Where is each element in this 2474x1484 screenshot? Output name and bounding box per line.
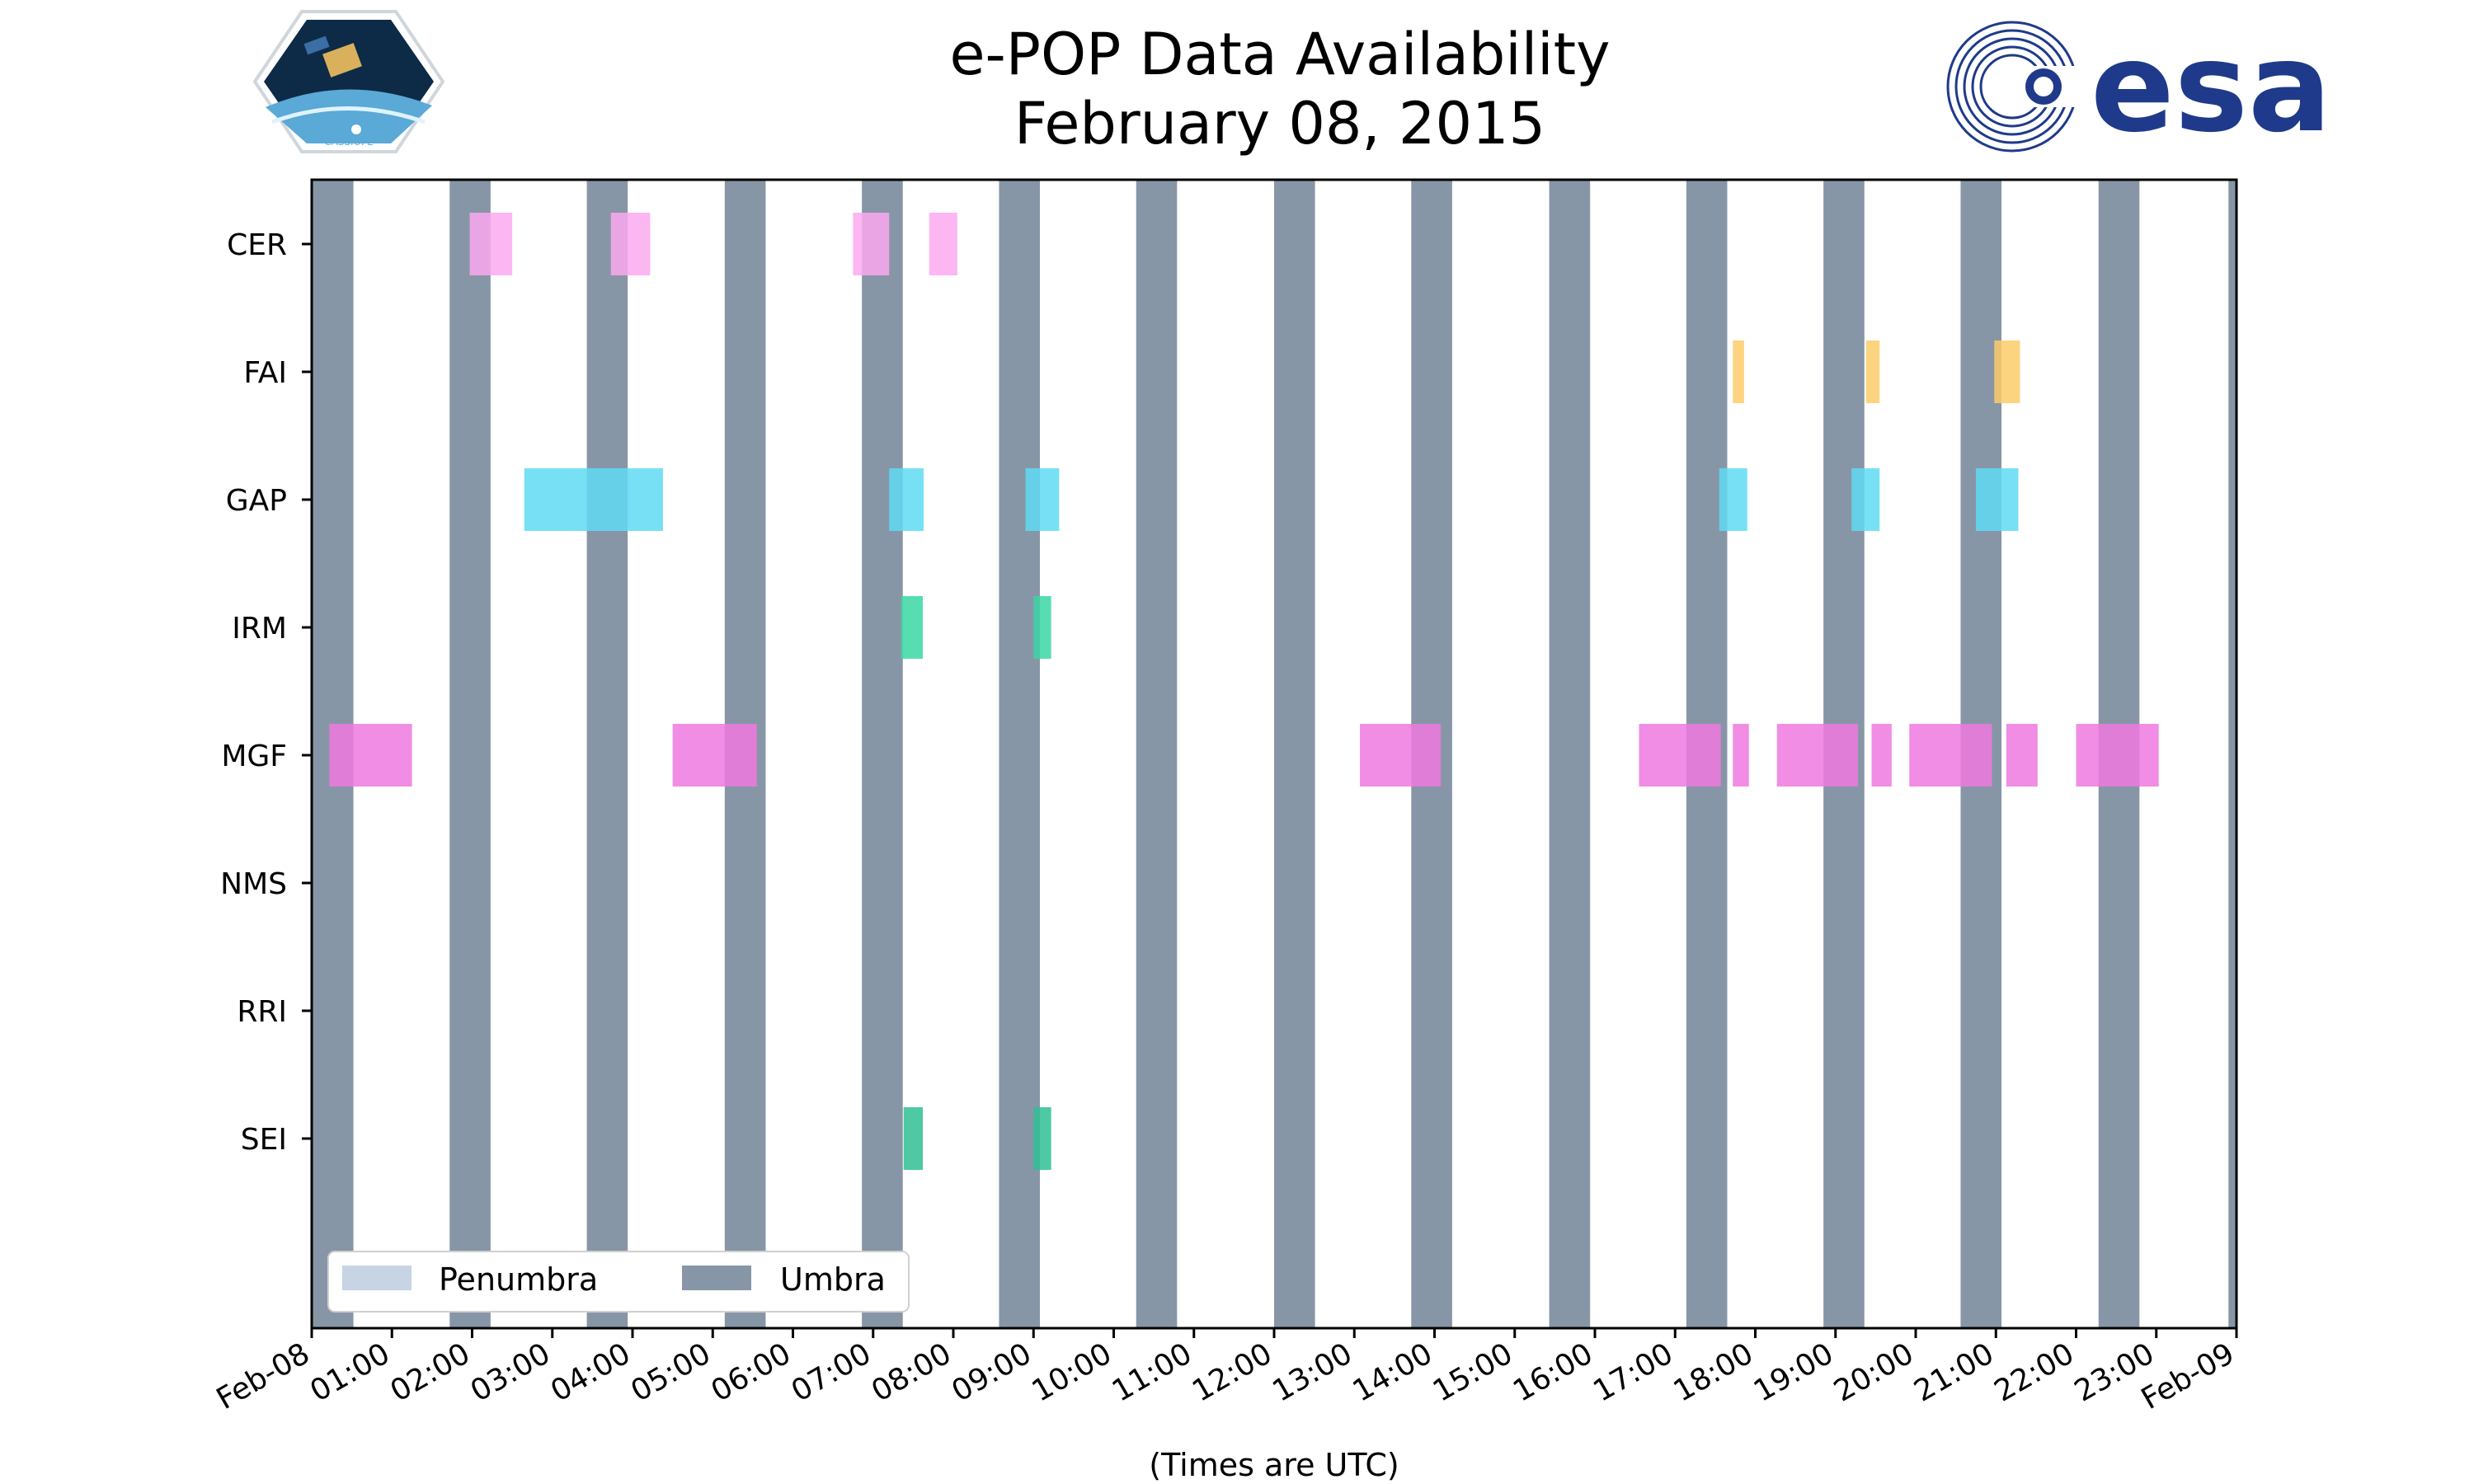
mgf-data-bar-9: [2076, 724, 2159, 787]
umbra-band-2: [586, 180, 628, 1328]
x-tick-label-19: 19:00: [1748, 1336, 1839, 1408]
mgf-data-bar-3: [1639, 724, 1721, 787]
umbra-band-9: [1549, 180, 1591, 1328]
legend-box: [327, 1251, 910, 1313]
y-tick-label-gap: GAP: [226, 484, 287, 518]
x-tick-label-8: 08:00: [866, 1336, 957, 1408]
x-tick-label-0: Feb-08: [211, 1336, 316, 1416]
mgf-data-bar-8: [2006, 724, 2038, 787]
x-tick-label-24: Feb-09: [2136, 1336, 2241, 1416]
legend-swatch-penumbra: [342, 1266, 412, 1290]
x-tick-label-7: 07:00: [786, 1336, 877, 1408]
x-tick-label-15: 15:00: [1427, 1336, 1518, 1408]
x-tick-label-4: 04:00: [545, 1336, 636, 1408]
x-tick-label-17: 17:00: [1587, 1336, 1678, 1408]
cer-data-bar-0: [469, 213, 513, 275]
x-tick-label-21: 21:00: [1908, 1336, 1999, 1408]
gap-data-bar-2: [1025, 468, 1060, 531]
cer-data-bar-3: [929, 213, 957, 275]
x-tick-label-20: 20:00: [1828, 1336, 1919, 1408]
x-tick-label-18: 18:00: [1668, 1336, 1759, 1408]
gap-data-bar-3: [1719, 468, 1747, 531]
umbra-band-7: [1274, 180, 1315, 1328]
sei-data-bar-0: [903, 1107, 924, 1170]
umbra-band-1: [449, 180, 491, 1328]
chart-title-line1: e-POP Data Availability: [949, 21, 1610, 88]
mgf-data-bar-4: [1733, 724, 1749, 787]
esa-swirl-icon: [1946, 21, 2082, 153]
x-tick-label-13: 13:00: [1267, 1336, 1357, 1408]
x-tick-label-3: 03:00: [465, 1336, 556, 1408]
fai-data-bar-0: [1733, 340, 1744, 403]
cassiope-logo: CASSIOPE: [252, 10, 445, 153]
x-tick-label-14: 14:00: [1348, 1336, 1438, 1408]
mgf-data-bar-2: [1360, 724, 1442, 787]
gap-data-bar-0: [524, 468, 663, 531]
x-tick-label-22: 22:00: [1989, 1336, 2080, 1408]
y-tick-label-rri: RRI: [237, 995, 287, 1029]
irm-data-bar-1: [1033, 596, 1051, 659]
umbra-band-6: [1136, 180, 1178, 1328]
gap-data-bar-4: [1851, 468, 1880, 531]
sei-data-bar-1: [1033, 1107, 1051, 1170]
x-tick-label-2: 02:00: [385, 1336, 476, 1408]
legend-swatch-umbra: [682, 1266, 751, 1290]
cer-data-bar-1: [610, 213, 651, 275]
umbra-band-14: [2228, 180, 2236, 1328]
mgf-data-bar-5: [1776, 724, 1858, 787]
mgf-data-bar-1: [672, 724, 757, 787]
esa-logo: esa: [1946, 16, 2331, 160]
mgf-data-bar-6: [1871, 724, 1892, 787]
x-axis-label: (Times are UTC): [1149, 1447, 1399, 1483]
umbra-band-5: [999, 180, 1041, 1328]
x-tick-label-5: 05:00: [625, 1336, 716, 1408]
x-tick-label-10: 10:00: [1027, 1336, 1117, 1408]
y-tick-label-cer: CER: [227, 228, 287, 262]
y-tick-label-irm: IRM: [232, 612, 287, 646]
gap-data-bar-1: [889, 468, 924, 531]
y-tick-label-sei: SEI: [241, 1123, 287, 1157]
y-tick-label-mgf: MGF: [221, 740, 287, 773]
cer-data-bar-2: [853, 213, 890, 275]
x-tick-label-16: 16:00: [1507, 1336, 1598, 1408]
x-tick-label-6: 06:00: [706, 1336, 797, 1408]
cassiope-logo-label: CASSIOPE: [324, 136, 374, 148]
legend-label-penumbra: Penumbra: [439, 1261, 598, 1298]
irm-data-bar-0: [901, 596, 924, 659]
umbra-band-4: [862, 180, 903, 1328]
x-tick-label-9: 09:00: [946, 1336, 1037, 1408]
mgf-data-bar-0: [329, 724, 412, 787]
x-tick-label-11: 11:00: [1107, 1336, 1197, 1408]
y-tick-label-fai: FAI: [243, 356, 287, 390]
y-tick-label-nms: NMS: [220, 867, 287, 901]
esa-logo-text: esa: [2091, 16, 2331, 160]
fai-data-bar-2: [1994, 340, 2020, 403]
legend: Penumbra Umbra: [327, 1251, 910, 1313]
legend-label-umbra: Umbra: [780, 1261, 886, 1298]
x-tick-label-1: 01:00: [304, 1336, 395, 1408]
gap-data-bar-5: [1975, 468, 2019, 531]
x-tick-label-12: 12:00: [1187, 1336, 1277, 1408]
fai-data-bar-1: [1865, 340, 1880, 403]
chart-title-line2: February 08, 2015: [1014, 90, 1545, 157]
mgf-data-bar-7: [1909, 724, 1992, 787]
